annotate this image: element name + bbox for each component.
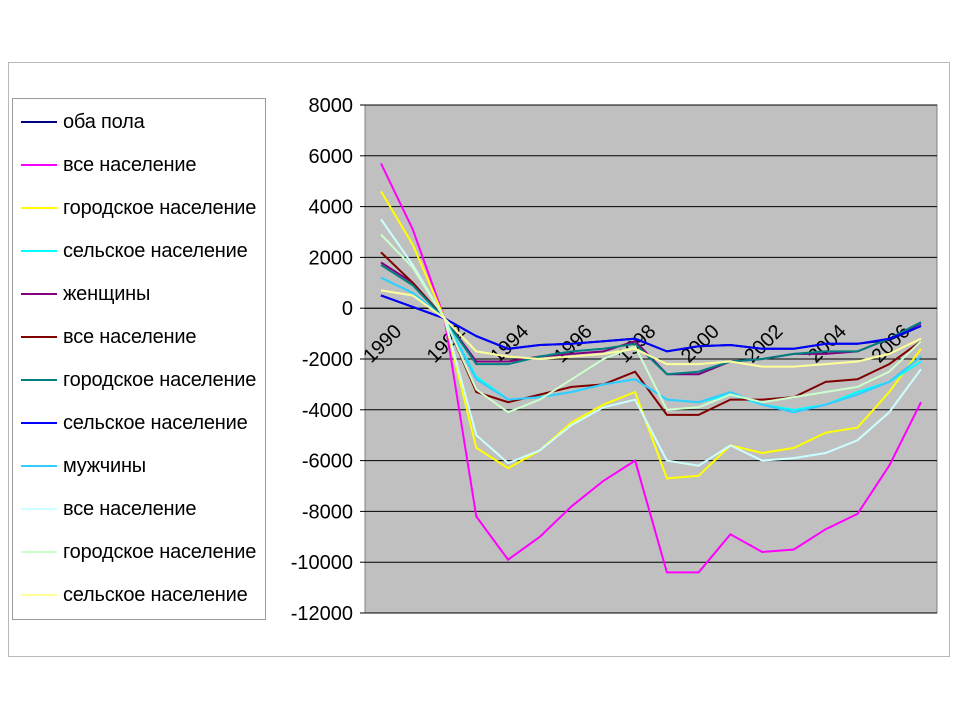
legend-label: городское население — [63, 196, 257, 219]
y-tick-label: 8000 — [309, 95, 354, 117]
legend-label: сельское население — [63, 583, 248, 606]
legend-swatch — [21, 293, 57, 295]
series-line-3 — [380, 190, 922, 480]
legend-item: женщины — [21, 281, 150, 307]
legend: оба пола все население городское население… — [12, 98, 266, 620]
legend-label: женщины — [63, 282, 151, 305]
legend-swatch — [21, 551, 57, 553]
legend-item: все население — [21, 152, 196, 178]
legend-item: оба пола — [21, 109, 145, 135]
legend-swatch — [21, 336, 57, 338]
y-tick-label: 0 — [342, 298, 353, 320]
legend-label: все население — [63, 153, 197, 176]
legend-swatch — [21, 121, 57, 123]
legend-swatch — [21, 207, 57, 209]
legend-swatch — [21, 379, 57, 381]
series-line-12 — [380, 289, 922, 368]
y-tick-label: -6000 — [302, 451, 353, 473]
legend-swatch — [21, 594, 57, 596]
y-tick-label: -12000 — [291, 603, 353, 625]
legend-swatch — [21, 422, 57, 424]
legend-swatch — [21, 164, 57, 166]
legend-label: сельское население — [63, 411, 248, 434]
legend-label: оба пола — [63, 110, 145, 133]
legend-swatch — [21, 465, 57, 467]
legend-item: сельское население — [21, 238, 248, 264]
y-tick-label: 6000 — [309, 146, 354, 168]
y-tick-label: -8000 — [302, 501, 353, 523]
legend-item: городское население — [21, 367, 256, 393]
y-tick-label: -10000 — [291, 552, 353, 574]
legend-item: все население — [21, 496, 196, 522]
legend-label: все население — [63, 325, 197, 348]
legend-label: городское население — [63, 368, 257, 391]
legend-item: сельское население — [21, 410, 248, 436]
legend-item: сельское население — [21, 582, 248, 608]
legend-label: все население — [63, 497, 197, 520]
legend-item: городское население — [21, 195, 256, 221]
legend-label: сельское население — [63, 239, 248, 262]
legend-item: городское население — [21, 539, 256, 565]
y-tick-label: 2000 — [309, 247, 354, 269]
series-line-8 — [380, 294, 922, 353]
series-line-7 — [380, 264, 922, 376]
legend-label: мужчины — [63, 454, 146, 477]
series-line-10 — [380, 218, 922, 467]
series-line-9 — [380, 276, 922, 414]
y-tick-label: 4000 — [309, 197, 354, 219]
series-line-11 — [380, 233, 922, 414]
legend-item: мужчины — [21, 453, 146, 479]
legend-swatch — [21, 508, 57, 510]
y-tick-label: -4000 — [302, 400, 353, 422]
legend-swatch — [21, 250, 57, 252]
legend-item: все население — [21, 324, 196, 350]
y-tick-label: -2000 — [302, 349, 353, 371]
legend-label: городское население — [63, 540, 257, 563]
series-line-2 — [380, 162, 922, 574]
